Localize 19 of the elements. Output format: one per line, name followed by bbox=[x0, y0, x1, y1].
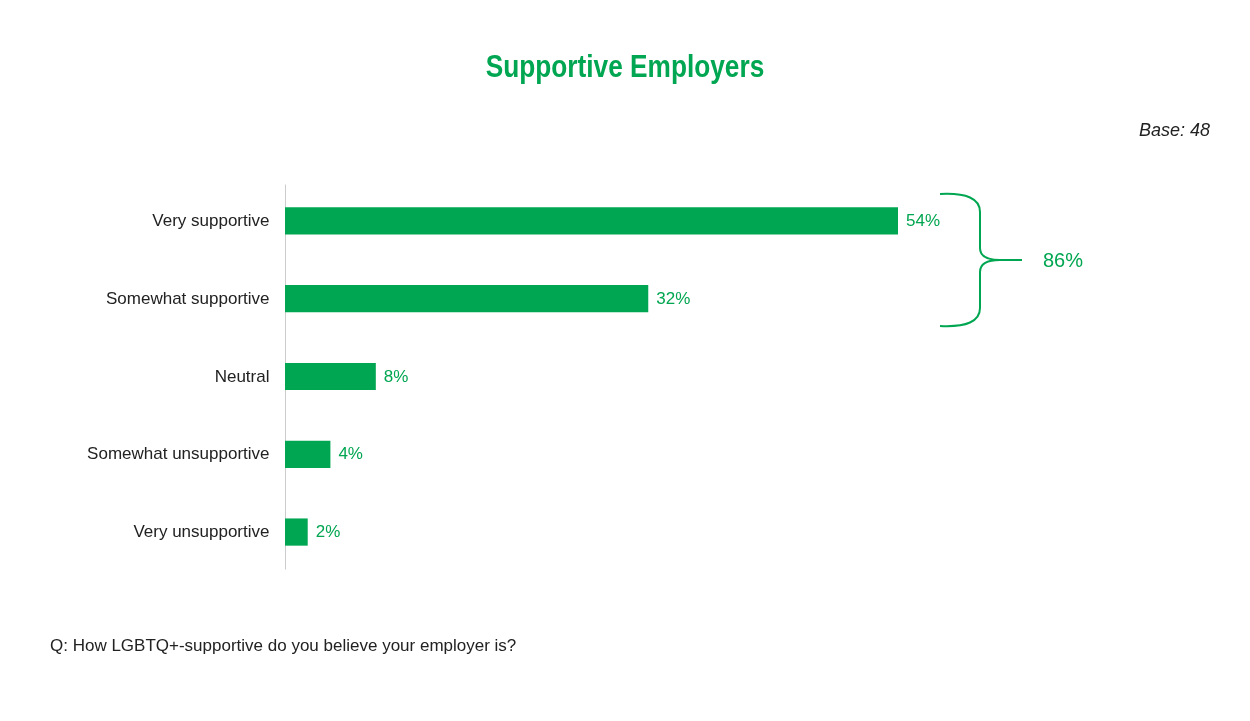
y-tick-label: Neutral bbox=[214, 366, 270, 386]
bar bbox=[285, 440, 331, 468]
chart-title: Supportive Employers bbox=[484, 48, 766, 85]
bar bbox=[285, 362, 376, 391]
text: Base: 48 bbox=[1138, 120, 1210, 141]
data-label: 4% bbox=[338, 444, 363, 464]
y-tick-label: Very unsupportive bbox=[133, 522, 270, 542]
text: 86% bbox=[1043, 249, 1084, 272]
text: Q: How LGBTQ+-supportive do you believe your employer is? bbox=[50, 636, 517, 656]
data-label: 32% bbox=[656, 288, 691, 308]
data-label: 54% bbox=[906, 210, 941, 230]
bar bbox=[285, 518, 308, 546]
bar bbox=[285, 285, 649, 313]
bar bbox=[285, 207, 898, 235]
y-tick-label: Somewhat unsupportive bbox=[87, 444, 270, 464]
y-tick-label: Somewhat supportive bbox=[106, 288, 270, 308]
data-label: 8% bbox=[383, 366, 409, 386]
data-label: 2% bbox=[315, 522, 341, 542]
y-tick-label: Very supportive bbox=[152, 210, 270, 230]
